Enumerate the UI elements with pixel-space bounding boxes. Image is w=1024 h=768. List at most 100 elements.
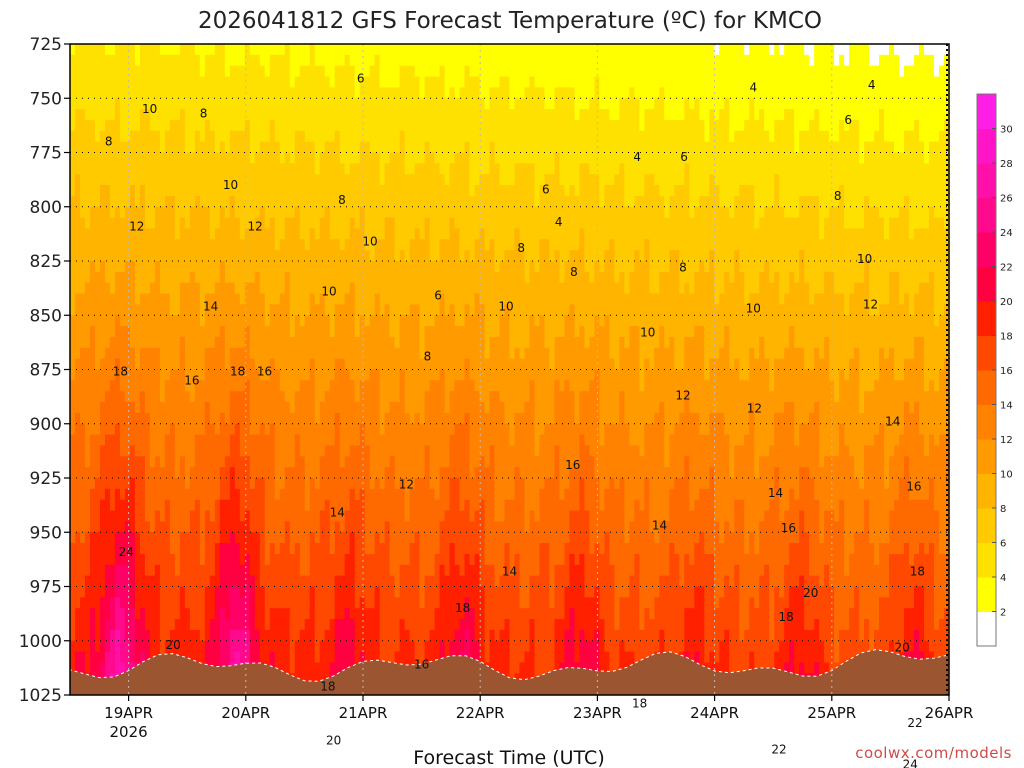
temperature-cell bbox=[144, 271, 151, 284]
temperature-cell bbox=[184, 467, 191, 479]
temperature-cell bbox=[149, 315, 156, 327]
temperature-cell bbox=[109, 532, 116, 544]
temperature-cell bbox=[444, 271, 451, 284]
temperature-cell bbox=[384, 510, 391, 522]
temperature-cell bbox=[164, 206, 171, 219]
temperature-cell bbox=[329, 412, 336, 425]
temperature-cell bbox=[334, 412, 341, 425]
temperature-cell bbox=[479, 119, 486, 132]
temperature-cell bbox=[434, 434, 441, 447]
temperature-cell bbox=[379, 488, 386, 501]
temperature-cell bbox=[464, 315, 471, 327]
temperature-cell bbox=[424, 456, 431, 468]
temperature-cell bbox=[269, 478, 276, 490]
temperature-cell bbox=[454, 130, 461, 143]
temperature-cell bbox=[114, 195, 121, 208]
temperature-cell bbox=[264, 98, 271, 110]
temperature-cell bbox=[159, 543, 166, 555]
temperature-cell bbox=[174, 347, 181, 360]
temperature-cell bbox=[70, 402, 76, 414]
temperature-cell bbox=[70, 119, 76, 132]
temperature-cell bbox=[364, 326, 371, 338]
temperature-cell bbox=[244, 553, 251, 566]
temperature-cell bbox=[184, 304, 191, 316]
temperature-cell bbox=[394, 185, 401, 197]
temperature-cell bbox=[254, 130, 261, 143]
temperature-cell bbox=[309, 109, 316, 121]
temperature-cell bbox=[139, 195, 146, 208]
temperature-cell bbox=[374, 76, 381, 88]
temperature-cell bbox=[374, 510, 381, 522]
temperature-cell bbox=[429, 261, 436, 273]
temperature-cell bbox=[474, 119, 481, 132]
temperature-cell bbox=[464, 141, 471, 154]
temperature-cell bbox=[404, 174, 411, 186]
temperature-cell bbox=[149, 510, 156, 522]
temperature-cell bbox=[349, 412, 356, 425]
temperature-cell bbox=[169, 174, 176, 186]
temperature-cell bbox=[199, 119, 206, 132]
temperature-cell bbox=[209, 65, 216, 78]
temperature-cell bbox=[239, 586, 246, 598]
temperature-cell bbox=[204, 564, 211, 577]
temperature-cell bbox=[324, 391, 331, 403]
temperature-cell bbox=[124, 217, 131, 230]
temperature-cell bbox=[344, 553, 351, 566]
temperature-cell bbox=[434, 445, 441, 457]
temperature-cell bbox=[79, 575, 86, 588]
temperature-cell bbox=[414, 434, 421, 447]
temperature-cell bbox=[264, 282, 271, 295]
temperature-cell bbox=[99, 478, 106, 490]
temperature-cell bbox=[279, 174, 286, 186]
temperature-cell bbox=[169, 54, 176, 67]
temperature-cell bbox=[209, 358, 216, 371]
temperature-cell bbox=[119, 109, 126, 121]
temperature-cell bbox=[79, 597, 86, 609]
temperature-cell bbox=[189, 44, 196, 56]
temperature-cell bbox=[164, 44, 171, 56]
temperature-cell bbox=[424, 326, 431, 338]
temperature-cell bbox=[294, 662, 301, 674]
temperature-cell bbox=[214, 87, 221, 99]
temperature-cell bbox=[209, 478, 216, 490]
temperature-cell bbox=[249, 119, 256, 132]
temperature-cell bbox=[184, 195, 191, 208]
temperature-cell bbox=[149, 282, 156, 295]
temperature-cell bbox=[149, 391, 156, 403]
temperature-cell bbox=[124, 250, 131, 262]
temperature-cell bbox=[104, 228, 111, 240]
temperature-cell bbox=[439, 380, 446, 392]
temperature-cell bbox=[169, 402, 176, 414]
temperature-cell bbox=[424, 239, 431, 251]
temperature-cell bbox=[464, 250, 471, 262]
temperature-cell bbox=[459, 499, 466, 512]
temperature-cell bbox=[124, 347, 131, 360]
temperature-cell bbox=[359, 141, 366, 154]
temperature-cell bbox=[229, 380, 236, 392]
temperature-cell bbox=[239, 478, 246, 490]
temperature-cell bbox=[459, 380, 466, 392]
temperature-cell bbox=[134, 640, 141, 653]
temperature-cell bbox=[379, 391, 386, 403]
temperature-cell bbox=[364, 174, 371, 186]
temperature-cell bbox=[244, 239, 251, 251]
temperature-cell bbox=[239, 239, 246, 251]
temperature-cell bbox=[249, 347, 256, 360]
temperature-cell bbox=[174, 174, 181, 186]
temperature-cell bbox=[374, 347, 381, 360]
temperature-cell bbox=[319, 228, 326, 240]
temperature-cell bbox=[104, 553, 111, 566]
temperature-cell bbox=[444, 185, 451, 197]
temperature-cell bbox=[434, 575, 441, 588]
temperature-cell bbox=[289, 98, 296, 110]
temperature-cell bbox=[364, 510, 371, 522]
temperature-cell bbox=[84, 608, 91, 620]
temperature-cell bbox=[219, 597, 226, 609]
temperature-cell bbox=[179, 54, 186, 67]
temperature-cell bbox=[214, 499, 221, 512]
temperature-cell bbox=[424, 141, 431, 154]
temperature-cell bbox=[274, 369, 281, 381]
temperature-cell bbox=[229, 543, 236, 555]
temperature-cell bbox=[319, 304, 326, 316]
temperature-cell bbox=[409, 119, 416, 132]
